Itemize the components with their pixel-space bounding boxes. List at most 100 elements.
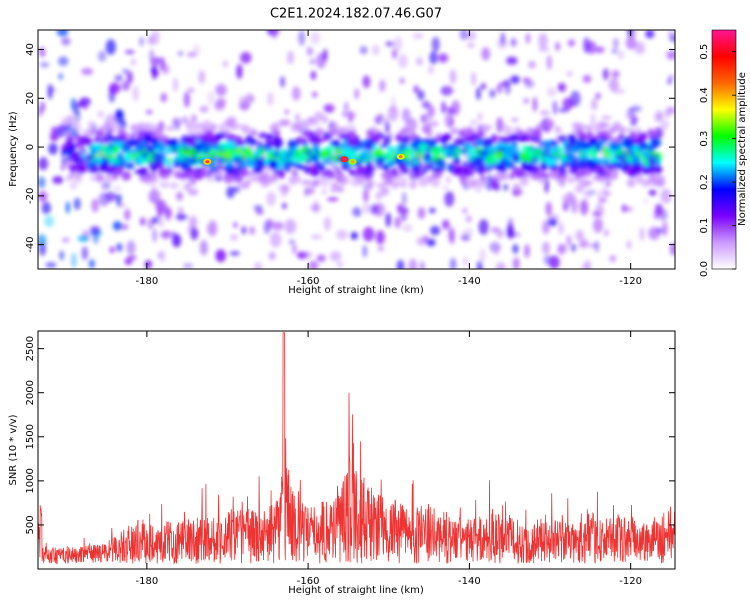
colorbar-gradient bbox=[712, 30, 736, 269]
spectrogram-blob bbox=[399, 206, 408, 222]
spectrogram-blob bbox=[73, 153, 79, 163]
spectrogram-blob bbox=[187, 52, 197, 58]
spectrogram-blob bbox=[480, 83, 487, 90]
spectrogram-blob bbox=[189, 120, 196, 128]
spectrogram-blob bbox=[622, 127, 634, 132]
spectrogram-blob bbox=[422, 166, 429, 174]
spectrogram-blob bbox=[129, 165, 135, 170]
spectrogram-blob bbox=[241, 126, 252, 134]
spectrogram-blob bbox=[605, 159, 612, 164]
spectrogram-blob bbox=[559, 162, 566, 172]
spectrogram-blob bbox=[150, 57, 160, 68]
spectrogram-blob bbox=[425, 146, 431, 155]
spectrogram-blob bbox=[226, 159, 233, 168]
spectrogram-blob bbox=[301, 139, 308, 147]
spectrogram-blob bbox=[597, 189, 602, 201]
spectrogram-blob bbox=[462, 142, 471, 149]
spectrogram-blob bbox=[417, 207, 426, 219]
spectrogram-blob bbox=[580, 264, 586, 269]
spectrogram-blob bbox=[461, 160, 469, 170]
spectrogram-blob bbox=[71, 163, 76, 173]
spectrogram-blob bbox=[252, 165, 259, 174]
spectrogram-blob bbox=[375, 159, 382, 165]
spectrogram-blob bbox=[348, 110, 354, 123]
spectrogram-blob bbox=[199, 240, 208, 256]
spectrogram-blob bbox=[590, 113, 596, 127]
spectrogram-blob bbox=[511, 134, 516, 141]
spectrogram-blob bbox=[431, 121, 439, 127]
spectrogram-blob bbox=[588, 243, 598, 248]
spectrogram-blob bbox=[372, 44, 380, 56]
spectrogram-blob bbox=[539, 173, 549, 178]
spectrogram-blob bbox=[305, 187, 315, 195]
spectrogram-blob bbox=[532, 96, 538, 112]
spectrogram-blob bbox=[103, 120, 112, 130]
spectrogram-blob bbox=[308, 260, 319, 269]
spectrogram-blob bbox=[292, 244, 297, 255]
spectrogram-blob bbox=[82, 129, 93, 135]
spectrogram-blob bbox=[605, 153, 611, 158]
spectrogram-blob bbox=[574, 184, 585, 193]
spectrogram-blob bbox=[394, 216, 401, 229]
spectrogram-blob bbox=[346, 138, 358, 147]
spectrogram-blob bbox=[440, 154, 447, 160]
spectrogram-blob bbox=[362, 226, 375, 242]
spectrogram-blob bbox=[584, 169, 592, 177]
spectrogram-blob bbox=[664, 107, 671, 118]
spectrogram-blob bbox=[606, 141, 612, 148]
spectrogram-blob bbox=[52, 176, 64, 184]
spectrogram-blob bbox=[121, 144, 130, 154]
spectrogram-blob bbox=[241, 182, 249, 190]
spectrogram-blob bbox=[626, 178, 636, 188]
spectrogram-blob bbox=[205, 129, 214, 137]
spectrogram-blob bbox=[233, 222, 238, 228]
spectrogram-blob bbox=[533, 165, 540, 172]
spectrogram-blob bbox=[78, 148, 88, 154]
spectrogram-blob bbox=[332, 139, 340, 149]
spectrogram-blob bbox=[626, 240, 632, 250]
spectrogram-blob bbox=[538, 33, 548, 49]
spectrogram-blob bbox=[363, 138, 370, 145]
spectrogram-blob bbox=[465, 215, 472, 223]
spectrogram-blob bbox=[67, 163, 72, 168]
spectrogram-blob bbox=[660, 188, 672, 204]
spectrogram-blob bbox=[379, 143, 389, 149]
spectrogram-blob bbox=[182, 263, 194, 268]
colorbar: 0.0 0.1 0.2 0.3 0.4 0.5 Normalized spectral a… bbox=[699, 29, 748, 277]
spectrogram-blob bbox=[515, 135, 527, 140]
spectrogram-blob bbox=[39, 61, 50, 68]
spectrogram-blob bbox=[444, 113, 450, 127]
spectrogram-blob bbox=[268, 251, 276, 260]
spectrogram-blob bbox=[182, 156, 193, 164]
spectrogram-blob bbox=[429, 139, 436, 149]
spectrogram-blob bbox=[176, 191, 183, 201]
spectrogram-blob bbox=[605, 178, 611, 187]
spectrogram-blob bbox=[147, 171, 158, 181]
spectrogram-blob bbox=[153, 161, 162, 168]
spectrogram-blob bbox=[351, 177, 359, 187]
spectrogram-blob bbox=[402, 224, 413, 232]
spectrogram-blob bbox=[435, 167, 441, 173]
spectrogram-blob bbox=[295, 163, 301, 169]
spectrogram-blob bbox=[348, 168, 354, 175]
spectrogram-blob bbox=[396, 259, 405, 269]
spectrogram-blob bbox=[271, 178, 277, 184]
spectrogram-blob bbox=[511, 118, 519, 122]
spectrogram-blob bbox=[517, 170, 527, 176]
spectrogram-blob bbox=[637, 179, 648, 184]
spectrogram-blob bbox=[585, 131, 594, 139]
spectrogram-blob bbox=[433, 157, 440, 162]
spectrogram-blob bbox=[609, 255, 617, 262]
spectrogram-blob bbox=[92, 143, 101, 150]
spectrogram-blob bbox=[169, 182, 179, 190]
spectrogram-blob bbox=[313, 199, 319, 214]
spectrogram-blob bbox=[494, 243, 499, 257]
spectrogram-blob bbox=[485, 155, 495, 164]
spectrogram-blob bbox=[68, 173, 75, 178]
spectrogram-blob bbox=[552, 100, 558, 115]
spectrogram-x-ticks: -180 -160 -140 -120 bbox=[136, 30, 642, 287]
spectrogram-blob bbox=[552, 152, 559, 157]
spectrogram-blob bbox=[262, 142, 273, 151]
spectrogram-blob bbox=[587, 148, 598, 158]
